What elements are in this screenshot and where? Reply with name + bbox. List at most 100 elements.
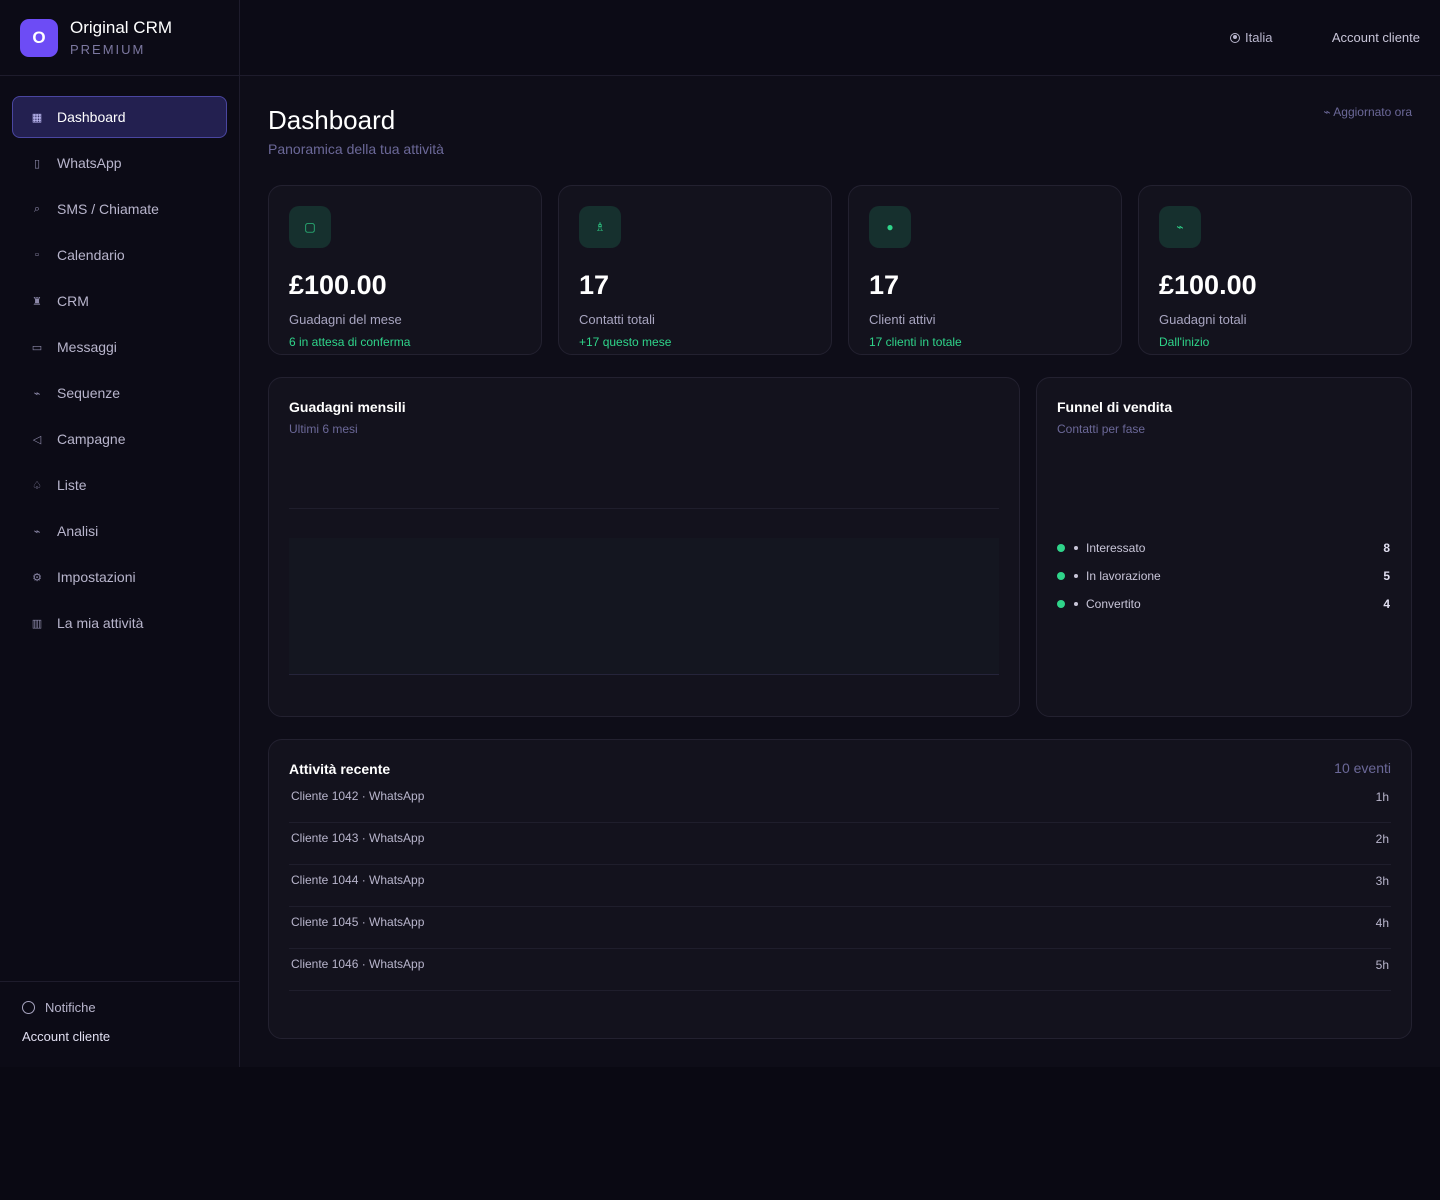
list-item[interactable]: Cliente 1042 · WhatsApp 1h [289,781,1391,823]
brand[interactable]: O Original CRM PREMIUM [0,0,239,76]
main-content: Dashboard Panoramica della tua attività … [240,76,1440,1067]
message-icon: ▭ [31,341,43,354]
funnel-stage-value: 5 [1383,569,1390,583]
list-item[interactable]: Cliente 1046 · WhatsApp 5h [289,949,1391,991]
sales-funnel-card: Funnel di vendita Contatti per fase Inte… [1036,377,1412,717]
funnel-stage-value: 8 [1383,541,1390,555]
activity-text: Cliente 1045 · WhatsApp [291,915,425,929]
bullet-icon [1074,602,1078,606]
recent-activity-card: Attività recente 10 eventi Cliente 1042 … [268,739,1412,1039]
sidebar-item-messages[interactable]: ▭ Messaggi [12,326,227,368]
top-bar: Italia Account cliente [240,0,1440,76]
page-title: Dashboard [268,105,396,135]
gear-icon: ⚙ [32,571,42,584]
sidebar-nav: ▦ Dashboard ▯ WhatsApp ⌕ SMS / Chiamate ▫ Ca… [0,76,239,668]
funnel-stage-label: Interessato [1086,541,1146,555]
sidebar-item-analytics[interactable]: ⌁ Analisi [12,510,227,552]
activity-time: 1h [1375,790,1389,804]
funnel-stage-label: Convertito [1086,597,1141,611]
country-selector[interactable]: Italia [1230,30,1272,45]
sidebar-footer: Notifiche Account cliente [0,981,239,1067]
sidebar-item-crm[interactable]: ♜ CRM [12,280,227,322]
kpi-value: £100.00 [1159,270,1257,300]
sidebar-account-link[interactable]: Account cliente [22,1029,111,1044]
bullet-icon [1074,546,1078,550]
kpi-value: £100.00 [289,270,387,300]
header-account-link[interactable]: Account cliente [1331,30,1420,45]
sidebar-item-label: WhatsApp [57,155,122,171]
notifications-button[interactable]: Notifiche [22,1000,217,1015]
kpi-note: 17 clienti in totale [869,335,962,349]
sidebar-item-lists[interactable]: ♤ Liste [12,464,227,506]
sidebar-item-label: Calendario [57,247,125,263]
notifications-label: Notifiche [45,1000,96,1015]
kpi-value: 17 [869,270,900,300]
funnel-stage: Interessato 8 [1057,538,1390,558]
list-item[interactable]: Cliente 1044 · WhatsApp 3h [289,865,1391,907]
kpi-value: 17 [579,270,610,300]
kpi-card-active-clients: ● 17 Clienti attivi 17 clienti in totale [848,185,1122,355]
radio-icon [1230,32,1240,43]
user-icon: ♜ [32,295,42,308]
kpi-card-monthly-earnings: ▢ £100.00 Guadagni del mese 6 in attesa … [268,185,542,355]
sidebar-item-label: La mia attività [57,615,144,631]
activity-text: Cliente 1046 · WhatsApp [291,957,425,971]
funnel-stage: Convertito 4 [1057,594,1390,614]
sequence-icon: ⌁ [33,387,41,400]
activity-text: Cliente 1042 · WhatsApp [291,789,425,803]
updated-status: ⌁ Aggiornato ora [1323,105,1412,119]
search-icon: ⌕ [33,202,41,215]
activity-count: 10 eventi [1334,760,1391,776]
card-title: Attività recente [289,761,391,777]
list-item[interactable]: Cliente 1043 · WhatsApp 2h [289,823,1391,865]
card-subtitle: Ultimi 6 mesi [289,422,358,436]
sidebar-item-sms-calls[interactable]: ⌕ SMS / Chiamate [12,188,227,230]
kpi-label: Guadagni del mese [289,312,402,327]
earnings-chart-area [289,508,999,675]
kpi-note: +17 questo mese [579,335,672,349]
brand-logo: O [20,18,58,57]
sidebar-item-calendar[interactable]: ▫ Calendario [12,234,227,276]
monthly-earnings-card: Guadagni mensili Ultimi 6 mesi [268,377,1020,717]
sidebar-item-settings[interactable]: ⚙ Impostazioni [12,556,227,598]
wallet-icon: ▢ [289,206,331,248]
country-label: Italia [1245,30,1273,45]
grid-icon: ▦ [31,111,43,124]
sidebar-item-label: CRM [57,293,89,309]
sidebar-item-label: Analisi [57,523,99,539]
sidebar-item-campaigns[interactable]: ◁ Campagne [12,418,227,460]
sidebar-item-whatsapp[interactable]: ▯ WhatsApp [12,142,227,184]
kpi-note: Dall'inizio [1159,335,1210,349]
activity-text: Cliente 1044 · WhatsApp [291,873,425,887]
funnel-stage-label: In lavorazione [1086,569,1161,583]
sidebar-item-label: Liste [57,477,87,493]
sidebar-item-label: Messaggi [57,339,117,355]
sidebar: O Original CRM PREMIUM ▦ Dashboard ▯ Whats… [0,0,240,1067]
activity-text: Cliente 1043 · WhatsApp [291,831,425,845]
sidebar-item-sequences[interactable]: ⌁ Sequenze [12,372,227,414]
kpi-note: 6 in attesa di conferma [289,335,411,349]
sidebar-item-label: Campagne [57,431,126,447]
sidebar-item-label: Impostazioni [57,569,136,585]
card-subtitle: Contatti per fase [1057,422,1146,436]
list-item[interactable]: Cliente 1045 · WhatsApp 4h [289,907,1391,949]
activity-time: 5h [1375,958,1389,972]
list-icon: ♤ [32,479,42,492]
sidebar-item-dashboard[interactable]: ▦ Dashboard [12,96,227,138]
activity-time: 4h [1375,916,1389,930]
kpi-label: Clienti attivi [869,312,936,327]
card-title: Guadagni mensili [289,399,406,415]
activity-time: 3h [1375,874,1389,888]
earnings-chart-fill [289,538,999,674]
sidebar-item-label: Dashboard [57,109,126,125]
sidebar-item-label: Sequenze [57,385,121,401]
brand-name: Original CRM [70,18,173,37]
kpi-card-total-contacts: ♗ 17 Contatti totali +17 questo mese [558,185,832,355]
building-icon: ▥ [31,617,43,630]
bell-icon [22,1001,35,1014]
sidebar-item-my-business[interactable]: ▥ La mia attività [12,602,227,644]
bullet-icon [1074,574,1078,578]
trend-icon: ⌁ [1159,206,1201,248]
calendar-icon: ▫ [35,249,39,261]
stage-dot-icon [1057,572,1065,580]
